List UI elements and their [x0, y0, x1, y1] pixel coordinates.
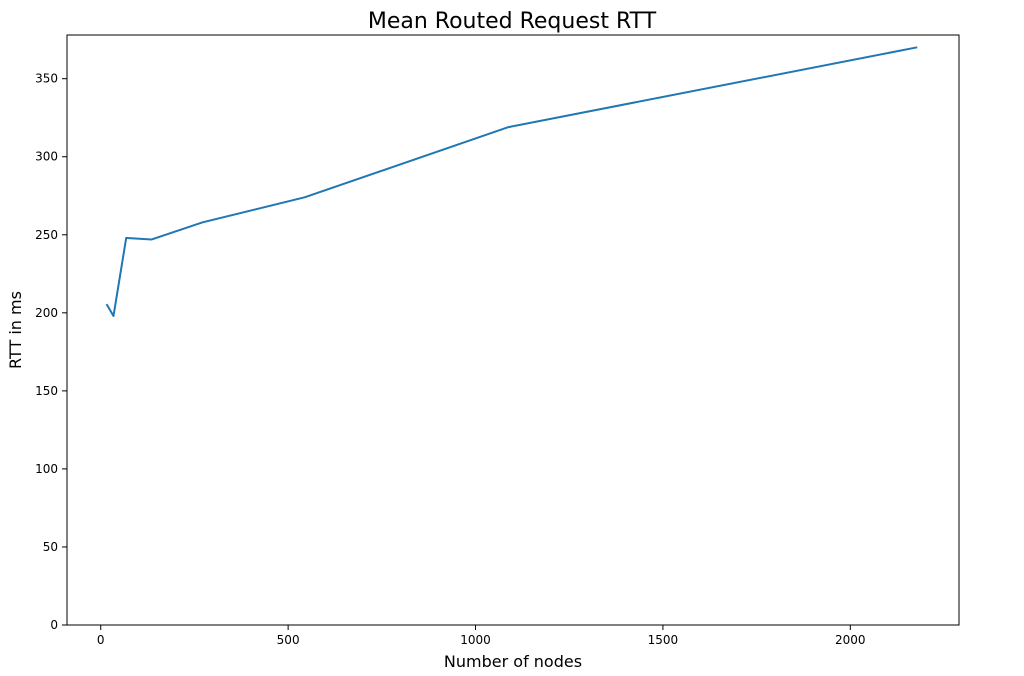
x-tick-label: 500	[277, 633, 300, 647]
y-tick-label: 350	[35, 72, 58, 86]
y-axis: 0 50 100 150 200 250 300 350	[35, 72, 67, 632]
y-tick-label: 0	[50, 618, 58, 632]
y-tick-label: 300	[35, 150, 58, 164]
y-tick-label: 250	[35, 228, 58, 242]
y-tick-label: 100	[35, 462, 58, 476]
x-tick-label: 1500	[648, 633, 679, 647]
y-tick-label: 50	[43, 540, 58, 554]
chart-title: Mean Routed Request RTT	[368, 9, 657, 34]
y-tick-label: 200	[35, 306, 58, 320]
y-tick-label: 150	[35, 384, 58, 398]
plot-area-frame	[66, 34, 960, 626]
series-layer	[105, 46, 918, 317]
x-tick-label: 0	[97, 633, 105, 647]
y-axis-label: RTT in ms	[6, 291, 25, 369]
x-axis: 0 500 1000 1500 2000	[97, 625, 866, 647]
x-tick-label: 2000	[835, 633, 866, 647]
series-line-0	[105, 46, 918, 317]
x-axis-label: Number of nodes	[444, 652, 582, 671]
x-tick-label: 1000	[460, 633, 491, 647]
